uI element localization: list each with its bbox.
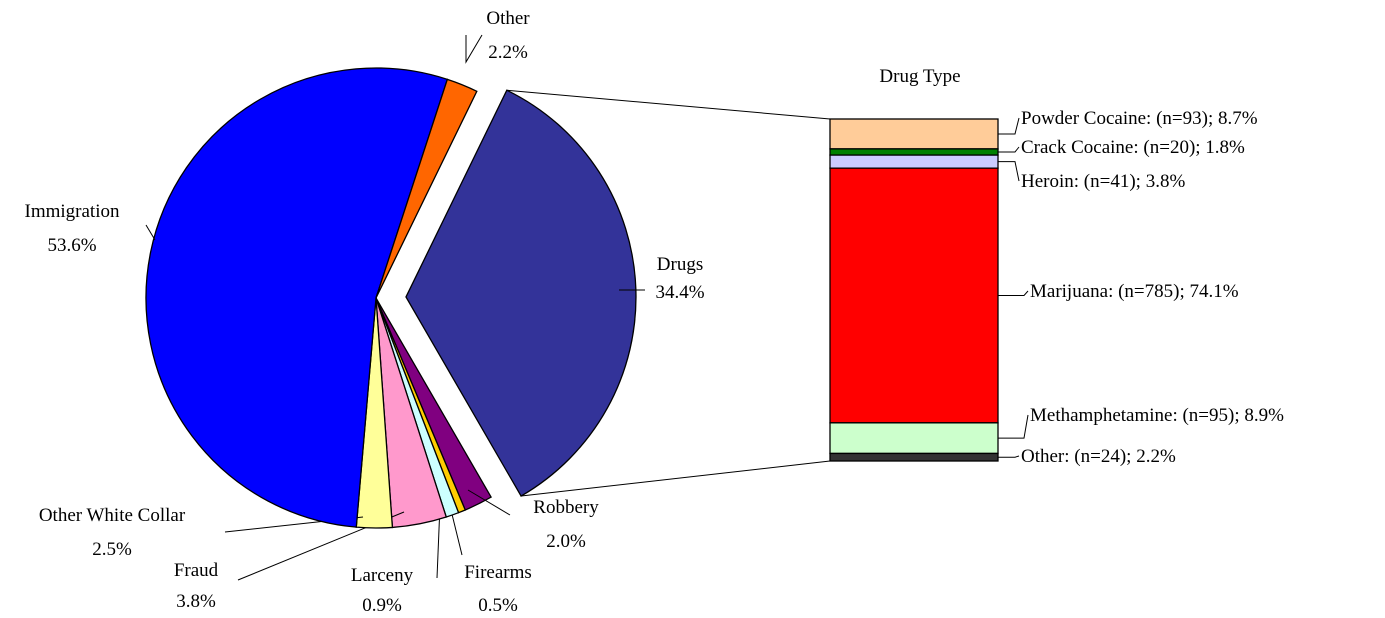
bar-segment-crack-cocaine xyxy=(829,148,999,156)
pie-value-larceny: 0.9% xyxy=(362,595,402,616)
drug-type-title: Drug Type xyxy=(879,66,960,87)
pie-value-immigration: 53.6% xyxy=(47,235,96,256)
pie-label-larceny: Larceny xyxy=(351,565,414,586)
pie-leader-other xyxy=(465,34,483,64)
pie-slice-other xyxy=(375,78,478,299)
pie-label-drugs: Drugs xyxy=(657,254,703,275)
bar-segment-powder-cocaine xyxy=(829,118,999,150)
bar-label-methamphetamine: Methamphetamine: (n=95); 8.9% xyxy=(1030,405,1284,426)
bar-leader-crack-cocaine xyxy=(998,146,1020,153)
offense-pie: Drugs 34.4% Robbery 2.0% Firearms 0.5% Larceny… xyxy=(25,8,705,616)
pie-label-fraud: Fraud xyxy=(174,560,219,581)
pie-value-robbery: 2.0% xyxy=(546,531,586,552)
bar-label-other: Other: (n=24); 2.2% xyxy=(1021,446,1176,467)
bar-leader-marijuana xyxy=(998,290,1029,296)
bar-leader-methamphetamine xyxy=(998,414,1029,439)
bar-segment-heroin xyxy=(829,154,999,169)
pie-value-other: 2.2% xyxy=(488,42,528,63)
bar-label-powder-cocaine: Powder Cocaine: (n=93); 8.7% xyxy=(1021,108,1258,129)
pie-value-drugs: 34.4% xyxy=(655,282,704,303)
bar-label-crack-cocaine: Crack Cocaine: (n=20); 1.8% xyxy=(1021,137,1245,158)
pie-leader-robbery xyxy=(467,489,511,516)
pie-label-immigration: Immigration xyxy=(25,201,120,222)
connector-bottom xyxy=(521,460,831,497)
bar-label-marijuana: Marijuana: (n=785); 74.1% xyxy=(1030,281,1239,302)
drug-type-stacked-bar: Powder Cocaine: (n=93); 8.7% Crack Cocain… xyxy=(829,108,1284,467)
pie-label-robbery: Robbery xyxy=(533,497,599,518)
bar-segment-methamphetamine xyxy=(829,422,999,455)
bar-label-heroin: Heroin: (n=41); 3.8% xyxy=(1021,171,1185,192)
pie-slice-immigration xyxy=(145,67,449,528)
bar-leader-powder-cocaine xyxy=(998,117,1020,135)
pie-label-firearms: Firearms xyxy=(464,562,532,583)
pie-label-other: Other xyxy=(486,8,530,29)
bar-leader-other xyxy=(998,455,1020,458)
pie-value-fraud: 3.8% xyxy=(176,591,216,612)
pie-slice-drugs xyxy=(405,89,637,497)
bar-segment-marijuana xyxy=(829,167,999,424)
pie-value-other-white-collar: 2.5% xyxy=(92,539,132,560)
pie-leader-immigration xyxy=(145,224,156,241)
explode-connectors xyxy=(506,89,831,497)
bar-leader-heroin xyxy=(998,161,1020,182)
pie-label-other-white-collar: Other White Collar xyxy=(39,505,186,526)
bar-segment-other xyxy=(829,452,999,462)
connector-top xyxy=(506,89,831,120)
pie-value-firearms: 0.5% xyxy=(478,595,518,616)
